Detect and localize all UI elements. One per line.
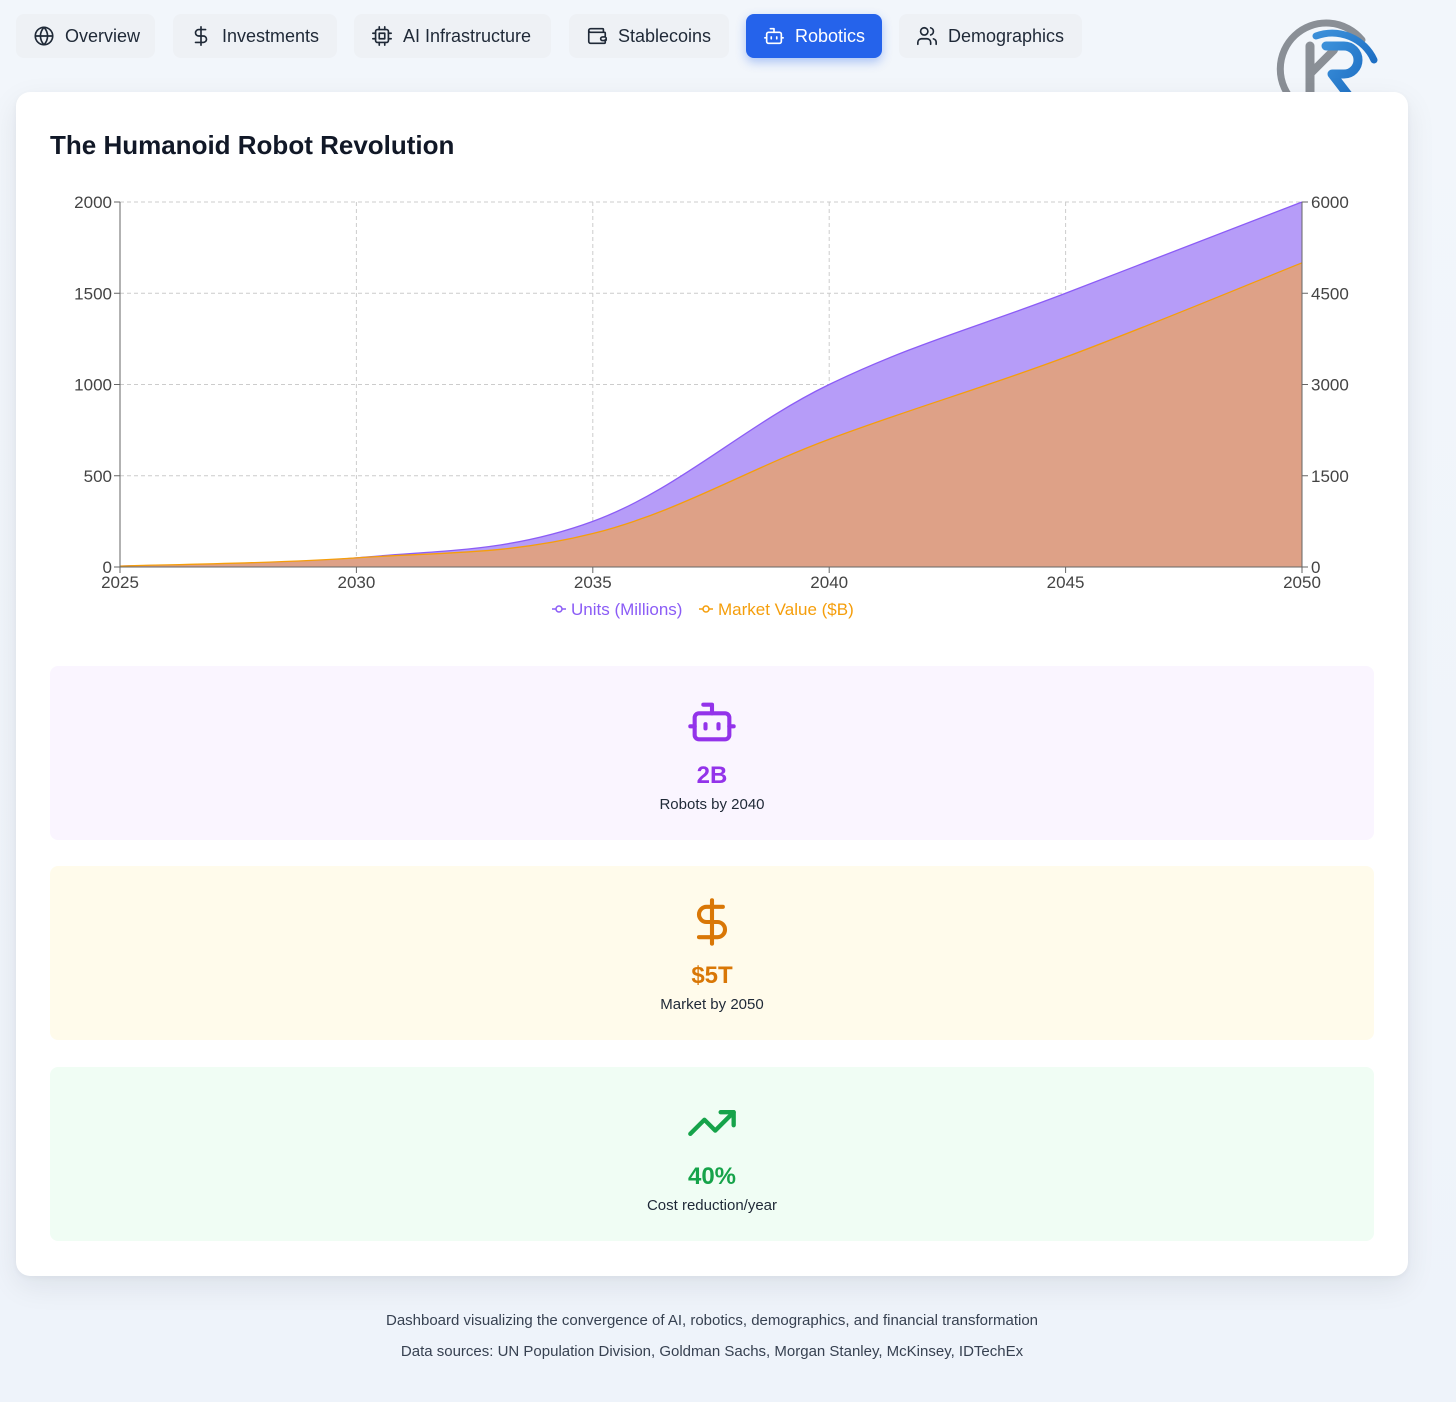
users-icon [917,26,937,46]
right-tick-label: 6000 [1311,193,1349,212]
series-area-1 [120,262,1302,567]
stat-card-market: $5T Market by 2050 [50,866,1374,1040]
cpu-icon [372,26,392,46]
legend-label: Units (Millions) [571,600,682,619]
trending-up-icon [688,1110,736,1136]
dollar-icon [194,26,208,46]
tab-label: Demographics [948,25,1065,46]
left-tick-label: 1000 [74,376,112,395]
tab-demographics[interactable]: Demographics [899,14,1082,58]
stat-card-robots: 2B Robots by 2040 [50,666,1374,840]
series-line-1 [119,262,1303,567]
tab-label: AI Infrastructure [403,25,532,46]
tab-label: Robotics [795,25,866,46]
stat-value: 40% [687,1163,737,1190]
x-tick-label: 2045 [1047,573,1085,592]
stat-value: $5T [691,962,733,989]
left-tick-label: 0 [103,558,112,577]
left-tick-label: 500 [84,467,112,486]
x-tick-label: 2035 [574,573,612,592]
tab-label: Overview [65,25,141,46]
tab-stablecoins[interactable]: Stablecoins [569,14,729,58]
stat-value: 2B [696,762,728,789]
stat-label: Market by 2050 [660,996,764,1013]
tab-overview[interactable]: Overview [16,14,155,58]
wallet-icon [587,27,607,45]
card-title: The Humanoid Robot Revolution [50,130,455,160]
right-tick-label: 4500 [1311,284,1349,303]
humanoid-robot-chart: 0 500 1000 1500 2000 0 1500 3000 4500 6000 2025 203… [74,193,1349,619]
tab-ai-infrastructure[interactable]: AI Infrastructure [354,14,551,58]
stat-label: Cost reduction/year [646,1197,778,1214]
bot-icon [764,27,784,45]
x-tick-label: 2040 [810,573,848,592]
right-tick-label: 0 [1311,558,1320,577]
dollar-sign-icon [696,898,727,946]
tab-investments[interactable]: Investments [173,14,337,58]
legend-dot-icon [702,605,710,613]
stat-label: Robots by 2040 [659,796,765,813]
right-tick-label: 1500 [1311,467,1349,486]
right-tick-label: 3000 [1311,376,1349,395]
footer-sources: Data sources: UN Population Division, Go… [400,1343,1024,1360]
robotics-card: The Humanoid Robot Revolution 0 500 1000 15… [16,92,1408,1276]
tab-label: Stablecoins [618,25,712,46]
x-tick-label: 2050 [1283,573,1321,592]
globe-icon [34,26,54,46]
stat-card-cost: 40% Cost reduction/year [50,1067,1374,1241]
x-tick-label: 2025 [101,573,139,592]
left-tick-label: 2000 [74,193,112,212]
tab-label: Investments [222,25,320,46]
left-tick-label: 1500 [74,284,112,303]
x-tick-label: 2030 [337,573,375,592]
footer-description: Dashboard visualizing the convergence of… [385,1312,1039,1329]
legend-label: Market Value ($B) [718,600,854,619]
tab-robotics[interactable]: Robotics [746,14,882,58]
robot-icon [688,702,736,742]
legend-dot-icon [555,605,563,613]
